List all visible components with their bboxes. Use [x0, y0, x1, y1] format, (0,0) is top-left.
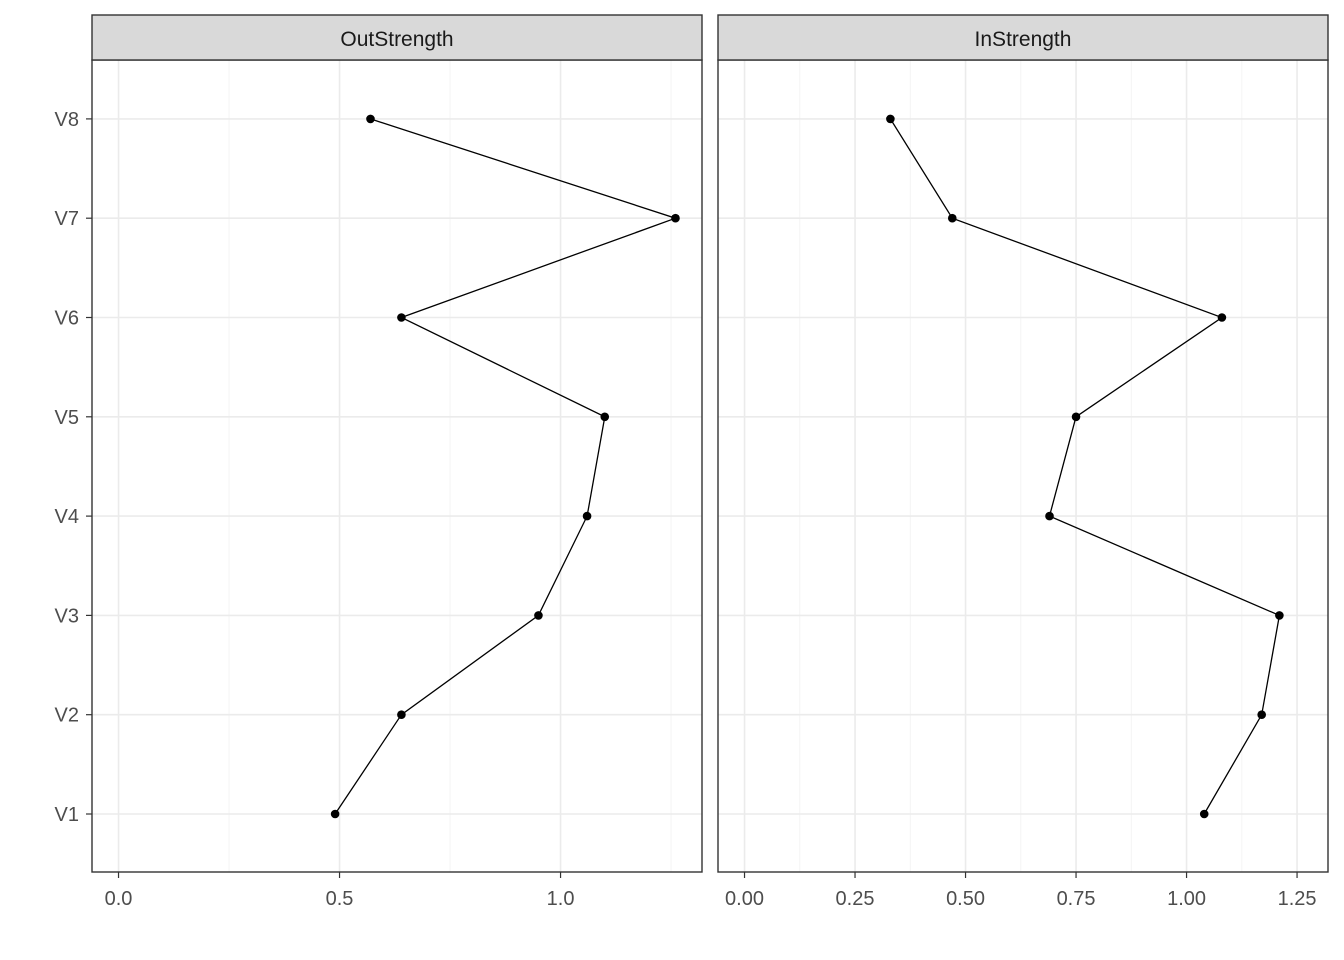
- y-tick-label: V5: [55, 407, 79, 429]
- y-tick-label: V6: [55, 308, 79, 330]
- facet-label: InStrength: [975, 28, 1072, 51]
- x-tick-label: 0.25: [836, 888, 875, 910]
- data-point-v1: [330, 809, 340, 819]
- data-point-v5: [600, 412, 610, 422]
- data-point-v6: [397, 313, 406, 322]
- series-line-instrength: [889, 118, 1281, 815]
- y-tick-label: V8: [55, 109, 79, 131]
- x-tick-label: 1.25: [1278, 888, 1317, 910]
- x-tick-label: 0.5: [326, 888, 354, 910]
- y-tick-label: V1: [55, 804, 79, 826]
- panel-instrength: InStrength 0.00 0.25 0.50 0.75 1.00 1.25: [717, 14, 1329, 910]
- panel-outstrength: OutStrength 0.0 0.5 1.0 V1 V2 V3 V4 V5 V6 V7 V8: [55, 14, 703, 910]
- data-point-v8: [886, 114, 895, 124]
- data-point-v2: [397, 710, 406, 719]
- data-point-v3: [1275, 611, 1284, 620]
- facet-strip: [91, 14, 703, 61]
- x-tick-label: 0.75: [1057, 888, 1096, 910]
- data-point-v8: [366, 114, 375, 124]
- data-point-v6: [1217, 313, 1227, 322]
- x-tick-label: 0.00: [725, 888, 764, 910]
- y-tick-label: V4: [55, 506, 79, 528]
- x-tick-label: 1.0: [547, 888, 575, 910]
- data-point-v4: [582, 511, 592, 521]
- data-point-v7: [947, 213, 957, 223]
- x-tick-label: 0.0: [105, 888, 133, 910]
- data-point-v2: [1257, 710, 1266, 719]
- facet-strip: [717, 14, 1329, 61]
- x-tick-label: 1.00: [1167, 888, 1206, 910]
- x-tick-label: 0.50: [946, 888, 985, 910]
- panel-background: [92, 60, 702, 872]
- data-point-v1: [1199, 809, 1209, 819]
- series-line-outstrength: [334, 118, 678, 815]
- y-tick-label: V7: [55, 208, 79, 230]
- data-point-v7: [671, 213, 680, 223]
- facet-label: OutStrength: [340, 28, 453, 51]
- data-point-v4: [1045, 511, 1054, 521]
- y-tick-label: V3: [55, 605, 79, 627]
- data-point-v5: [1071, 412, 1081, 422]
- y-tick-label: V2: [55, 705, 79, 727]
- panel-background: [718, 60, 1328, 872]
- data-point-v3: [534, 611, 543, 620]
